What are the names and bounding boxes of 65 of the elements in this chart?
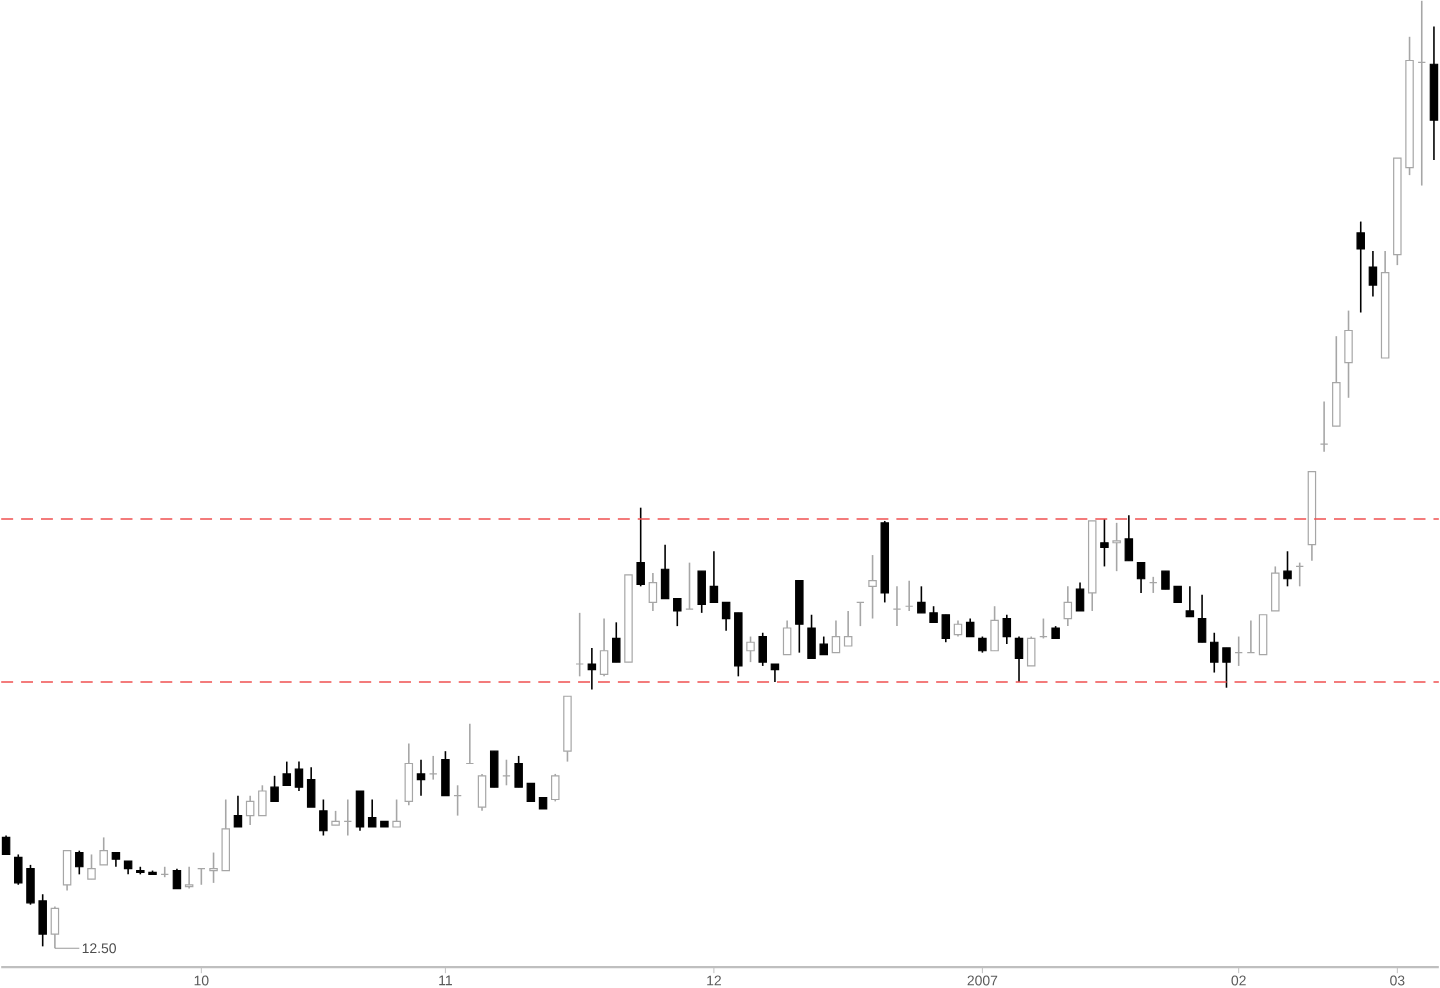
candlestick xyxy=(245,795,255,827)
candlestick xyxy=(62,850,72,892)
candlestick xyxy=(697,570,706,614)
candlestick xyxy=(648,572,658,613)
candlestick xyxy=(1112,522,1121,573)
candlestick xyxy=(709,550,719,604)
candlestick xyxy=(1124,514,1134,562)
candlestick xyxy=(75,850,84,876)
candlestick xyxy=(965,618,975,638)
candlestick xyxy=(184,866,194,890)
candlestick xyxy=(746,636,755,664)
candlestick xyxy=(1075,582,1085,613)
candlestick xyxy=(87,853,96,881)
candlestick xyxy=(831,619,841,654)
candlestick xyxy=(990,605,999,652)
candlestick xyxy=(282,761,292,787)
candlestick xyxy=(1368,250,1378,298)
candlestick xyxy=(599,618,609,678)
candlestick xyxy=(1283,550,1292,588)
candlestick xyxy=(172,868,182,890)
candlestick xyxy=(551,773,560,803)
candlestick xyxy=(441,750,450,797)
candlestick xyxy=(319,798,328,837)
candlestick xyxy=(1344,310,1353,399)
candlestick xyxy=(99,836,108,866)
candlestick xyxy=(782,619,792,656)
candlestick xyxy=(233,795,243,829)
candlestick xyxy=(1258,614,1268,656)
candlestick xyxy=(795,580,804,654)
candlestick xyxy=(636,507,645,588)
candlestick xyxy=(489,750,499,789)
candlestick xyxy=(758,632,767,667)
candlestick xyxy=(392,798,401,829)
candlestick xyxy=(1014,636,1024,684)
candlestick xyxy=(355,790,365,832)
candlestick xyxy=(306,766,316,809)
candlestick xyxy=(673,598,682,628)
candlestick xyxy=(1271,565,1280,613)
candlestick xyxy=(1063,585,1073,628)
candlestick xyxy=(1026,636,1036,667)
candlestick xyxy=(270,775,279,803)
candlestick xyxy=(514,755,523,789)
candlestick xyxy=(1185,585,1195,618)
candlestick xyxy=(416,759,426,797)
candlestick xyxy=(1136,562,1146,595)
candlestick xyxy=(1356,221,1365,314)
candlestick xyxy=(892,585,902,628)
candlestick xyxy=(50,906,60,950)
candlestick xyxy=(1002,614,1012,646)
candlestick xyxy=(526,783,536,803)
candlestick xyxy=(294,761,304,793)
candlestick xyxy=(868,554,877,620)
candlestick xyxy=(1332,335,1341,428)
candlestick xyxy=(258,784,267,817)
candlestick xyxy=(612,621,621,664)
candlestick xyxy=(587,647,597,691)
candlestick xyxy=(477,773,487,812)
candlestick xyxy=(660,544,670,600)
candlestick xyxy=(1,834,11,856)
candlestick xyxy=(770,663,780,684)
candlestick xyxy=(843,610,853,648)
candlestick xyxy=(1197,594,1207,644)
candlestick xyxy=(404,743,414,807)
candlestick xyxy=(1100,518,1109,568)
candlestick xyxy=(721,601,731,632)
